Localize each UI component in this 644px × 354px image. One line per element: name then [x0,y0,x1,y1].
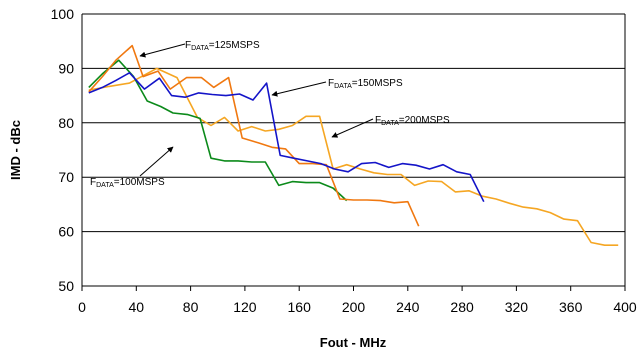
series-line-1 [88,44,420,227]
annotation-label: FDATA=200MSPS [375,115,450,127]
x-tick-label: 240 [396,299,420,315]
series-annotation-3: FDATA=200MSPS [331,115,450,138]
series-layer [88,44,619,246]
y-tick-label: 90 [58,60,74,76]
annotation-subscript: DATA [191,45,209,52]
series-annotation-2: FDATA=150MSPS [271,78,403,97]
annotation-arrow [139,43,186,58]
annotation-prefix: F [90,177,96,188]
x-tick-label: 120 [233,299,257,315]
y-tick-label: 60 [58,224,74,240]
series-annotation-0: FDATA=100MSPS [90,146,174,189]
annotation-suffix: =125MSPS [209,40,260,51]
annotation-arrow [139,146,174,177]
annotations: FDATA=100MSPSFDATA=125MSPSFDATA=150MSPSF… [90,40,450,189]
x-tick-label: 40 [129,299,145,315]
y-axis-title: IMD - dBc [8,120,23,180]
annotation-label: FDATA=150MSPS [328,78,403,90]
series-annotation-1: FDATA=125MSPS [139,40,260,58]
annotation-suffix: =200MSPS [399,115,450,126]
annotation-prefix: F [185,40,191,51]
annotation-arrow [331,118,374,138]
annotation-subscript: DATA [334,83,352,90]
x-tick-label: 80 [183,299,199,315]
series-line-3 [88,67,619,246]
annotation-prefix: F [328,78,334,89]
annotation-suffix: =100MSPS [114,177,165,188]
annotation-prefix: F [375,115,381,126]
x-axis-title: Fout - MHz [320,335,387,350]
grid-lines [82,13,625,287]
x-tick-label: 280 [450,299,474,315]
y-tick-label: 100 [51,6,75,22]
x-tick-label: 320 [505,299,529,315]
annotation-subscript: DATA [381,120,399,127]
annotation-label: FDATA=125MSPS [185,40,260,52]
axes [81,14,626,291]
annotation-suffix: =150MSPS [352,78,403,89]
series-line-2 [88,72,485,203]
x-tick-label: 360 [559,299,583,315]
y-tick-label: 50 [58,278,74,294]
tick-labels: 50 60 70 80 90 100 0 40 80 120 160 200 240 280 320 360 4… [51,6,637,315]
annotation-arrow [271,81,327,97]
x-tick-label: 0 [78,299,86,315]
y-tick-label: 80 [58,115,74,131]
x-tick-label: 160 [288,299,312,315]
x-tick-label: 200 [342,299,366,315]
x-tick-label: 400 [613,299,637,315]
annotation-subscript: DATA [96,182,114,189]
y-tick-label: 70 [58,169,74,185]
annotation-label: FDATA=100MSPS [90,177,165,189]
